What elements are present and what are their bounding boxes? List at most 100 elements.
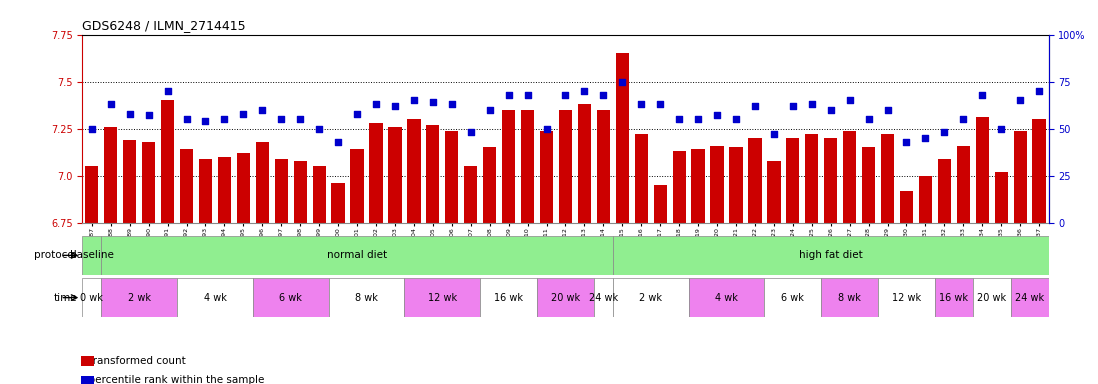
Bar: [537, 278, 594, 317]
Point: [518, 92, 536, 98]
Text: GDS6248 / ILMN_2714415: GDS6248 / ILMN_2714415: [82, 19, 246, 32]
Point: [159, 88, 177, 94]
Point: [367, 101, 384, 107]
Bar: [86, 166, 99, 223]
Point: [841, 98, 859, 104]
Bar: [1032, 119, 1045, 223]
Point: [747, 103, 764, 109]
Point: [386, 103, 404, 109]
Bar: [862, 147, 875, 223]
Bar: [635, 134, 648, 223]
Point: [254, 107, 271, 113]
Point: [935, 129, 953, 136]
Bar: [749, 138, 762, 223]
Bar: [973, 278, 1010, 317]
Text: 12 wk: 12 wk: [428, 293, 457, 303]
Bar: [786, 138, 799, 223]
Bar: [1013, 131, 1027, 223]
Bar: [180, 149, 193, 223]
Bar: [104, 127, 117, 223]
Point: [1011, 98, 1029, 104]
Point: [993, 126, 1010, 132]
Bar: [483, 147, 496, 223]
Point: [272, 116, 290, 122]
Bar: [881, 134, 894, 223]
Text: 12 wk: 12 wk: [892, 293, 921, 303]
Text: 6 wk: 6 wk: [782, 293, 804, 303]
Text: percentile rank within the sample: percentile rank within the sample: [82, 375, 265, 384]
Point: [784, 103, 802, 109]
Bar: [389, 127, 402, 223]
Bar: [710, 146, 724, 223]
Bar: [900, 191, 914, 223]
Bar: [878, 278, 934, 317]
Point: [83, 126, 101, 132]
Bar: [404, 278, 480, 317]
Bar: [559, 110, 572, 223]
Point: [348, 111, 366, 117]
Point: [878, 107, 896, 113]
Bar: [369, 123, 382, 223]
Bar: [764, 278, 821, 317]
Bar: [821, 278, 878, 317]
Point: [860, 116, 877, 122]
Bar: [843, 131, 856, 223]
Bar: [407, 119, 421, 223]
Bar: [613, 236, 1049, 275]
Bar: [934, 278, 973, 317]
Bar: [594, 278, 613, 317]
Point: [575, 88, 593, 94]
Bar: [919, 176, 932, 223]
Text: 2 wk: 2 wk: [639, 293, 662, 303]
Bar: [938, 159, 951, 223]
Bar: [332, 183, 345, 223]
Bar: [480, 278, 537, 317]
Point: [538, 126, 556, 132]
Text: protocol: protocol: [34, 250, 77, 260]
Point: [614, 79, 631, 85]
Bar: [274, 159, 288, 223]
Point: [765, 131, 783, 137]
Bar: [350, 149, 363, 223]
Point: [424, 99, 441, 105]
Bar: [199, 159, 212, 223]
Bar: [729, 147, 742, 223]
Bar: [161, 101, 175, 223]
Bar: [426, 125, 439, 223]
Bar: [995, 172, 1008, 223]
Bar: [313, 166, 326, 223]
Point: [291, 116, 309, 122]
Bar: [976, 118, 989, 223]
Bar: [123, 140, 136, 223]
Bar: [805, 134, 818, 223]
Point: [727, 116, 744, 122]
Point: [822, 107, 840, 113]
Point: [500, 92, 517, 98]
Bar: [502, 110, 515, 223]
Text: 8 wk: 8 wk: [355, 293, 378, 303]
Point: [557, 92, 574, 98]
Point: [690, 116, 707, 122]
Point: [121, 111, 138, 117]
Text: time: time: [53, 293, 77, 303]
Bar: [293, 161, 306, 223]
Text: high fat diet: high fat diet: [799, 250, 863, 260]
Point: [671, 116, 688, 122]
Point: [898, 139, 916, 145]
Bar: [237, 153, 250, 223]
Point: [954, 116, 972, 122]
Text: 4 wk: 4 wk: [715, 293, 738, 303]
Bar: [82, 278, 101, 317]
Bar: [613, 278, 688, 317]
Point: [481, 107, 498, 113]
Point: [651, 101, 669, 107]
Text: 24 wk: 24 wk: [1015, 293, 1044, 303]
Bar: [768, 161, 781, 223]
Point: [442, 101, 460, 107]
Bar: [956, 146, 970, 223]
Text: 8 wk: 8 wk: [838, 293, 861, 303]
Bar: [445, 131, 459, 223]
Text: 0 wk: 0 wk: [80, 293, 103, 303]
Bar: [177, 278, 253, 317]
Bar: [101, 236, 613, 275]
